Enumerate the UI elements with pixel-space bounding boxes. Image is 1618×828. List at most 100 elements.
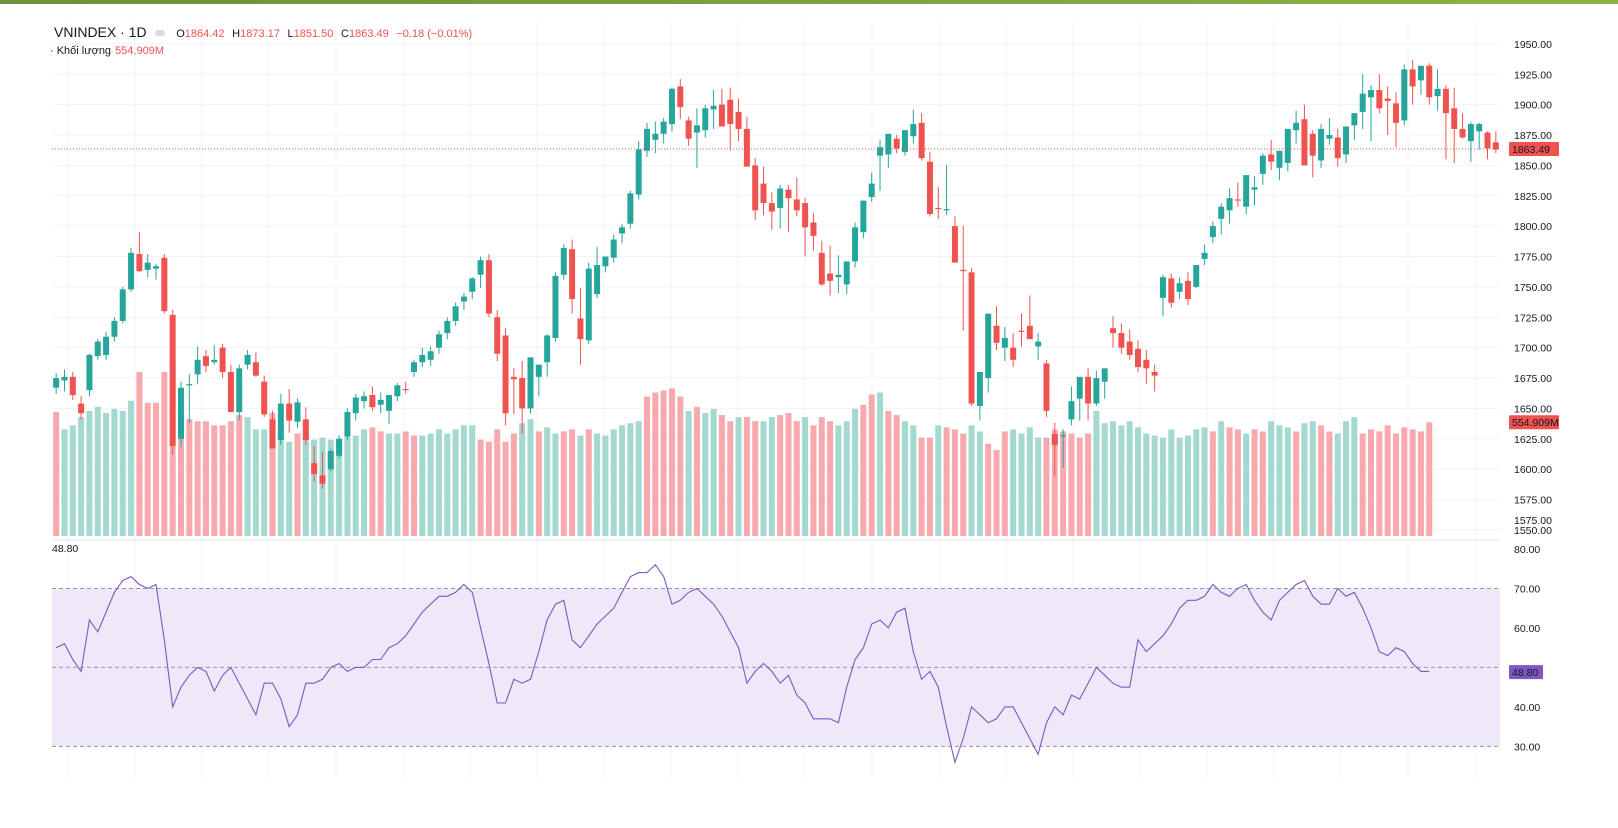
candle [502,328,509,426]
volume-bar [1209,431,1216,536]
candle-body [1193,265,1200,287]
candle [810,212,817,251]
candle [53,373,60,394]
price-tick-label: 1775.00 [1514,252,1552,264]
candle [344,408,351,441]
volume-bar [1143,433,1150,536]
candle [1284,128,1291,172]
candle-body [1118,333,1125,348]
volume-bar [1268,421,1275,536]
volume-bar [460,425,467,536]
candle-body [527,357,534,409]
candle-body [469,278,476,292]
candle [710,90,717,129]
candle [1326,117,1333,145]
volume-bar [1093,410,1100,536]
rsi-tick-label: 60.00 [1514,623,1540,635]
volume-bar [835,425,842,536]
candle-body [1276,150,1283,168]
volume-bar [1301,423,1308,536]
symbol-title[interactable]: VNINDEX · 1D [54,24,147,40]
candle-body [768,203,775,212]
candle-body [1226,198,1233,211]
candle [119,286,126,324]
candle [327,448,334,472]
close-value: 1863.49 [348,28,389,40]
price-tick-label: 1575.00 [1514,495,1552,507]
volume-bar [244,417,251,536]
volume-bar [985,443,992,536]
candle-body [1043,363,1050,411]
volume-bar [868,394,875,536]
candle [552,272,559,342]
candle [735,98,742,142]
candle-body [718,104,725,127]
candle [269,410,276,449]
candle [910,109,917,144]
candle-body [1068,401,1075,420]
candle [1451,87,1458,163]
candlestick-series [53,59,1499,489]
candle [94,339,101,360]
candle [760,166,767,216]
candle [1093,370,1100,406]
open-label: O [176,28,185,40]
candle-body [652,133,659,140]
candle-body [560,248,567,275]
candle [560,244,567,280]
volume-bars [53,363,1433,536]
volume-bar [302,429,309,536]
candle [1151,364,1158,392]
candle-body [419,354,426,363]
price-tick-label: 1850.00 [1514,160,1552,172]
candle [1126,329,1133,360]
candle [985,313,992,393]
candle-body [269,419,276,449]
volume-bar [1035,437,1042,536]
last-price-badge-label: 1863.49 [1512,144,1550,156]
price-tick-label: 1925.00 [1514,69,1552,81]
high-label: H [232,28,241,40]
candle-body [327,450,334,470]
candle [727,87,734,151]
candle [968,267,975,406]
candle-body [369,395,376,408]
candle [893,135,900,154]
candle [585,262,592,345]
candle-body [136,254,143,272]
candle-body [194,359,201,375]
price-tick-label: 1750.00 [1514,282,1552,294]
candle-body [1293,122,1300,131]
candle [377,392,384,414]
volume-bar [236,415,243,536]
candle [1060,429,1067,468]
volume-bar [693,406,700,536]
candle [1309,130,1316,178]
candle-body [1417,65,1424,81]
legend-toggle-icon[interactable] [154,30,165,37]
candle [1409,59,1416,105]
candle-body [477,260,484,275]
volume-bar [103,413,110,536]
volume-bar [1026,427,1033,536]
candle [369,386,376,411]
candle [1026,295,1033,340]
volume-bar [785,413,792,536]
candle-body [161,257,168,312]
candle [411,359,417,377]
rsi-tick-label: 80.00 [1514,544,1540,556]
candle [877,139,884,191]
candle [619,223,626,244]
candle-body [960,269,967,272]
candle-body [843,261,850,285]
candle [1085,368,1092,421]
candle-body [710,105,717,110]
volume-bar [602,435,609,536]
candle [835,255,842,293]
price-tick-label: 1725.00 [1514,312,1552,324]
candle [960,226,967,331]
rsi-value-badge: 48.80 [1509,665,1543,680]
candle-body [685,120,692,139]
candle [1110,316,1117,348]
